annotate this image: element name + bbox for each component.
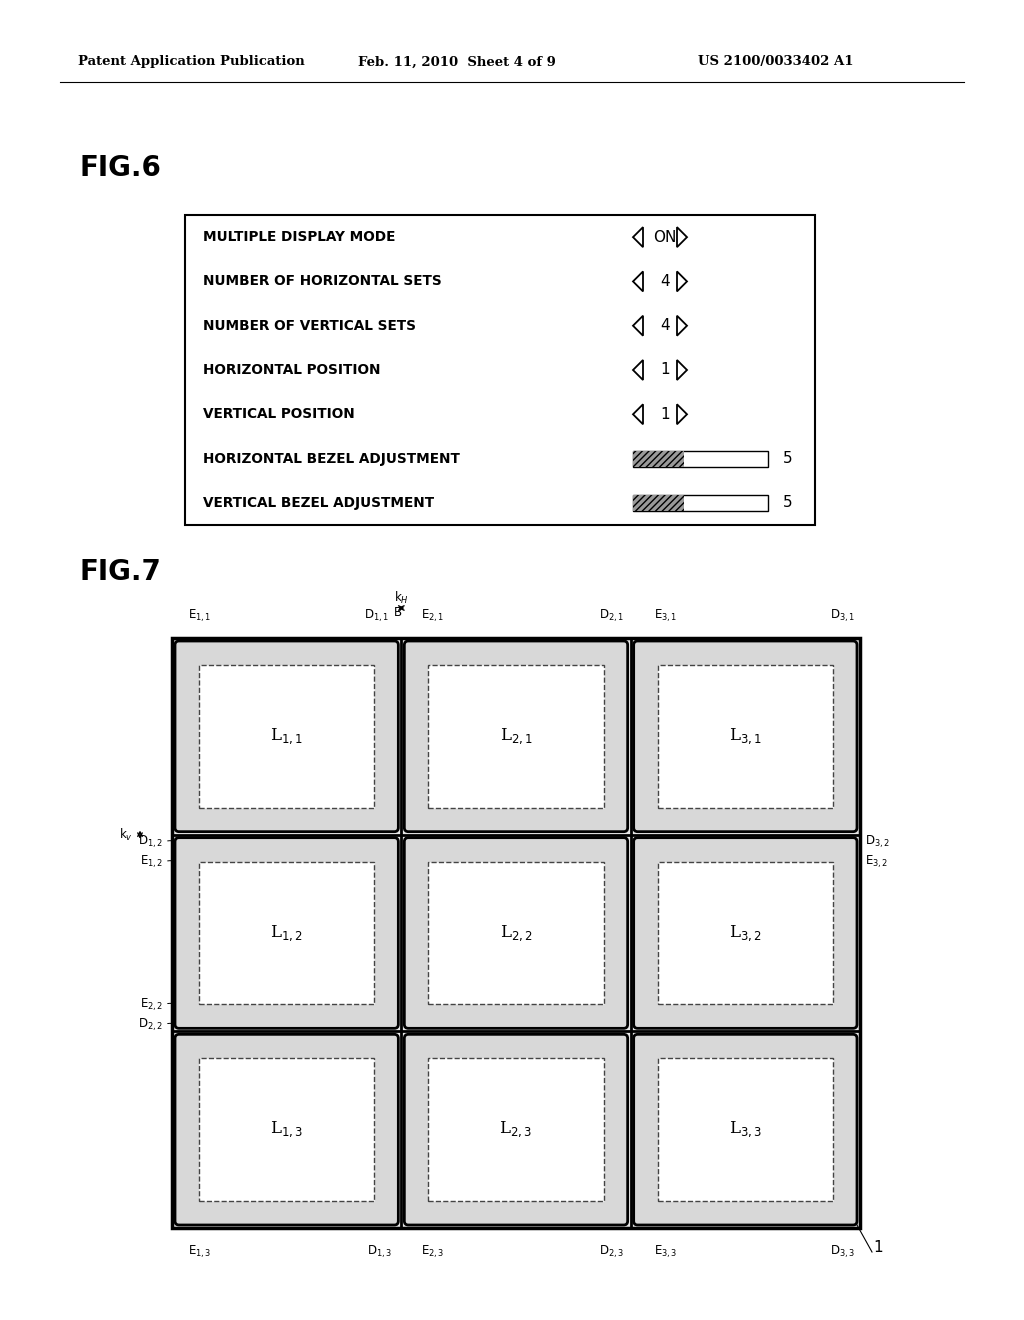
Bar: [199, 665, 375, 808]
Text: VERTICAL POSITION: VERTICAL POSITION: [203, 408, 354, 421]
Text: D$_{3,3}$: D$_{3,3}$: [830, 1243, 856, 1261]
Text: E$_{2,1}$: E$_{2,1}$: [421, 607, 444, 624]
Text: 5: 5: [783, 451, 793, 466]
Text: L$_{1,1}$: L$_{1,1}$: [270, 726, 303, 746]
Text: D$_{1,2}$: D$_{1,2}$: [138, 833, 163, 850]
Text: k$_v$: k$_v$: [119, 826, 133, 842]
Text: D$_{3,1}$: D$_{3,1}$: [830, 607, 856, 624]
FancyBboxPatch shape: [175, 1035, 398, 1225]
Bar: [428, 862, 604, 1005]
Bar: [199, 1059, 375, 1201]
Text: 4: 4: [660, 318, 670, 333]
FancyBboxPatch shape: [634, 642, 857, 832]
FancyBboxPatch shape: [404, 642, 628, 832]
Text: L$_{1,2}$: L$_{1,2}$: [270, 923, 303, 942]
Bar: [428, 665, 604, 808]
Text: MULTIPLE DISPLAY MODE: MULTIPLE DISPLAY MODE: [203, 230, 395, 244]
Text: 1: 1: [873, 1241, 883, 1255]
Text: D$_{2,3}$: D$_{2,3}$: [599, 1243, 625, 1261]
Text: L$_{1,3}$: L$_{1,3}$: [270, 1119, 303, 1139]
Text: D$_{2,1}$: D$_{2,1}$: [599, 607, 625, 624]
Text: E$_{2,3}$: E$_{2,3}$: [421, 1243, 444, 1261]
Text: HORIZONTAL BEZEL ADJUSTMENT: HORIZONTAL BEZEL ADJUSTMENT: [203, 451, 460, 466]
Bar: [633, 495, 768, 511]
Text: 5: 5: [783, 495, 793, 511]
Bar: [657, 1059, 833, 1201]
Text: L$_{2,2}$: L$_{2,2}$: [500, 923, 532, 942]
Bar: [657, 862, 833, 1005]
Text: E$_{2,2}$: E$_{2,2}$: [139, 997, 163, 1012]
Text: E$_{3,2}$: E$_{3,2}$: [865, 854, 889, 870]
FancyBboxPatch shape: [175, 838, 398, 1028]
FancyBboxPatch shape: [634, 1035, 857, 1225]
FancyBboxPatch shape: [404, 838, 628, 1028]
Text: L$_{3,2}$: L$_{3,2}$: [729, 923, 762, 942]
Text: E$_{3,3}$: E$_{3,3}$: [654, 1243, 678, 1261]
Text: 4: 4: [660, 275, 670, 289]
Text: NUMBER OF HORIZONTAL SETS: NUMBER OF HORIZONTAL SETS: [203, 275, 441, 289]
Bar: [172, 638, 860, 1228]
Text: 1: 1: [660, 363, 670, 378]
Text: D$_{2,2}$: D$_{2,2}$: [138, 1016, 163, 1032]
Bar: [633, 450, 768, 466]
Text: L$_{3,1}$: L$_{3,1}$: [729, 726, 762, 746]
Text: FIG.6: FIG.6: [80, 154, 162, 182]
Text: E$_{1,2}$: E$_{1,2}$: [139, 854, 163, 870]
FancyBboxPatch shape: [404, 1035, 628, 1225]
Text: NUMBER OF VERTICAL SETS: NUMBER OF VERTICAL SETS: [203, 318, 416, 333]
Text: E$_{3,1}$: E$_{3,1}$: [654, 607, 678, 624]
Text: L$_{2,3}$: L$_{2,3}$: [500, 1119, 532, 1139]
Bar: [657, 665, 833, 808]
Text: FIG.7: FIG.7: [80, 558, 162, 586]
Text: HORIZONTAL POSITION: HORIZONTAL POSITION: [203, 363, 381, 378]
Text: D$_{1,3}$: D$_{1,3}$: [367, 1243, 392, 1261]
Text: Patent Application Publication: Patent Application Publication: [78, 55, 305, 69]
Bar: [185, 215, 815, 525]
Bar: [633, 450, 684, 466]
Text: D$_{3,2}$: D$_{3,2}$: [865, 833, 890, 850]
FancyBboxPatch shape: [175, 642, 398, 832]
Text: E$_{1,1}$: E$_{1,1}$: [188, 607, 212, 624]
Text: US 2100/0033402 A1: US 2100/0033402 A1: [698, 55, 853, 69]
Text: B: B: [394, 606, 402, 619]
Text: L$_{2,1}$: L$_{2,1}$: [500, 726, 532, 746]
Text: Feb. 11, 2010  Sheet 4 of 9: Feb. 11, 2010 Sheet 4 of 9: [358, 55, 556, 69]
Bar: [428, 1059, 604, 1201]
Text: L$_{3,3}$: L$_{3,3}$: [729, 1119, 762, 1139]
Bar: [633, 495, 684, 511]
Text: ON: ON: [653, 230, 677, 244]
FancyBboxPatch shape: [634, 838, 857, 1028]
Text: 1: 1: [660, 407, 670, 422]
Text: VERTICAL BEZEL ADJUSTMENT: VERTICAL BEZEL ADJUSTMENT: [203, 496, 434, 510]
Text: E$_{1,3}$: E$_{1,3}$: [188, 1243, 212, 1261]
Text: k$_H$: k$_H$: [394, 590, 409, 606]
Text: D$_{1,1}$: D$_{1,1}$: [364, 607, 389, 624]
Bar: [199, 862, 375, 1005]
